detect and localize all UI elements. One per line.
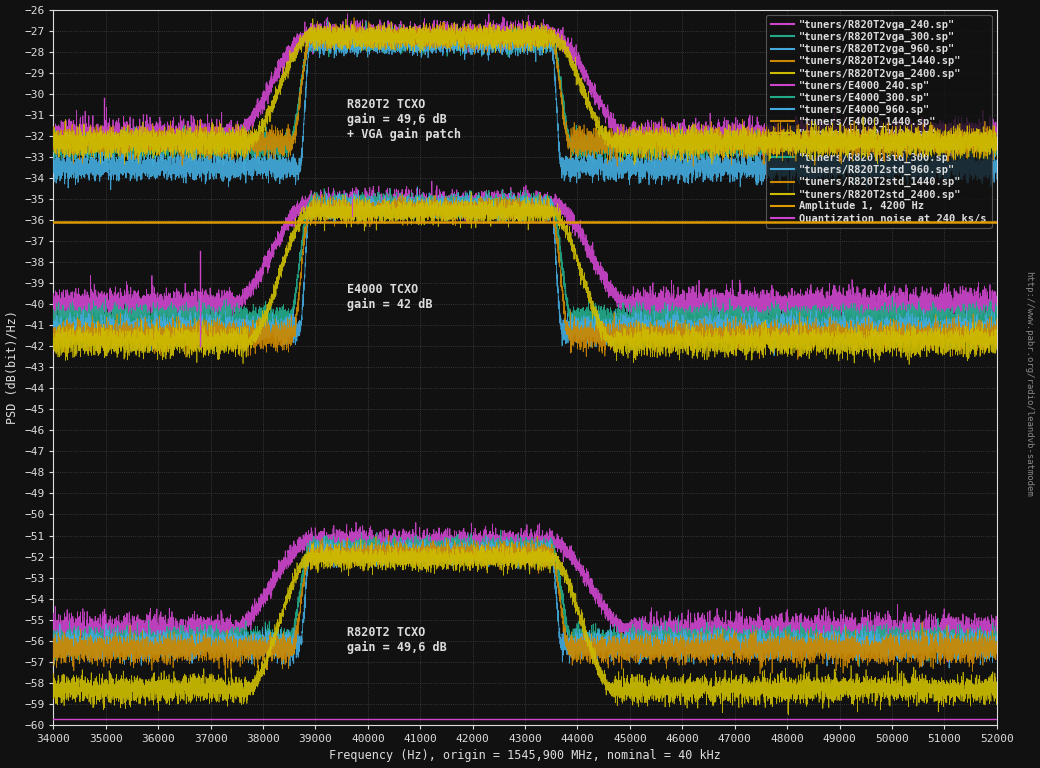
Text: R820T2 TCXO
gain = 49,6 dB
+ VGA gain patch: R820T2 TCXO gain = 49,6 dB + VGA gain pa… (347, 98, 461, 141)
Legend: "tuners/R820T2vga_240.sp", "tuners/R820T2vga_300.sp", "tuners/R820T2vga_960.sp",: "tuners/R820T2vga_240.sp", "tuners/R820T… (765, 15, 991, 229)
Text: R820T2 TCXO
gain = 49,6 dB: R820T2 TCXO gain = 49,6 dB (347, 626, 446, 654)
Y-axis label: PSD (dB(bit)/Hz): PSD (dB(bit)/Hz) (5, 310, 19, 424)
Text: E4000 TCXO
gain = 42 dB: E4000 TCXO gain = 42 dB (347, 283, 433, 311)
X-axis label: Frequency (Hz), origin = 1545,900 MHz, nominal = 40 kHz: Frequency (Hz), origin = 1545,900 MHz, n… (329, 750, 721, 763)
Text: http://www.pabr.org/radio/leandvb-satmodem: http://www.pabr.org/radio/leandvb-satmod… (1023, 271, 1033, 497)
